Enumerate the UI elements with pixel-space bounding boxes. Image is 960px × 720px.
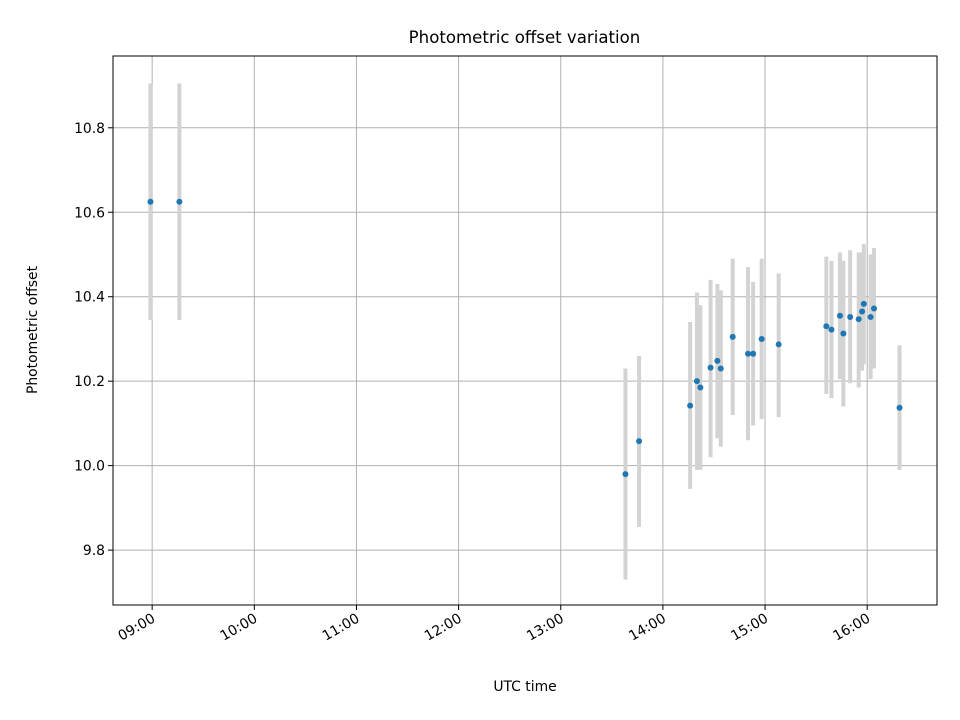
data-point xyxy=(859,308,866,315)
x-tick-label: 16:00 xyxy=(831,611,874,645)
data-point xyxy=(860,300,867,307)
y-axis-ticks: 9.8 10.0 10.2 10.4 10.6 10.8 xyxy=(74,121,113,559)
data-point xyxy=(707,364,714,371)
data-point xyxy=(823,323,830,330)
data-point xyxy=(687,402,694,409)
data-point xyxy=(729,333,736,340)
data-point xyxy=(871,305,878,312)
y-axis-label: Photometric offset xyxy=(25,265,41,394)
data-point xyxy=(896,404,903,411)
y-tick-label: 10.0 xyxy=(74,459,105,475)
data-point xyxy=(867,313,874,320)
data-point xyxy=(176,198,183,205)
chart-title: Photometric offset variation xyxy=(409,28,641,47)
data-point xyxy=(714,357,721,364)
y-tick-label: 10.4 xyxy=(74,290,105,306)
data-points xyxy=(147,198,903,478)
x-tick-label: 14:00 xyxy=(626,611,669,645)
data-point xyxy=(147,198,154,205)
y-tick-label: 10.6 xyxy=(74,205,105,221)
data-point xyxy=(758,335,765,342)
x-axis-label: UTC time xyxy=(493,679,556,695)
x-tick-label: 12:00 xyxy=(422,611,465,645)
y-tick-label: 9.8 xyxy=(83,543,105,559)
data-point xyxy=(836,312,843,319)
data-point xyxy=(840,330,847,337)
data-point xyxy=(693,378,700,385)
data-point xyxy=(775,341,782,348)
data-point xyxy=(855,316,862,323)
data-point xyxy=(847,313,854,320)
x-tick-label: 13:00 xyxy=(524,611,567,645)
data-point xyxy=(750,350,757,357)
x-tick-label: 10:00 xyxy=(218,611,261,645)
data-point xyxy=(717,365,724,372)
data-point xyxy=(745,350,752,357)
x-tick-label: 09:00 xyxy=(115,611,158,645)
data-point xyxy=(697,384,704,391)
x-tick-label: 11:00 xyxy=(320,611,363,645)
y-tick-label: 10.2 xyxy=(74,374,105,390)
data-point xyxy=(636,438,643,445)
data-point xyxy=(828,326,835,333)
data-point xyxy=(622,471,629,478)
error-bars xyxy=(148,83,902,580)
x-tick-label: 15:00 xyxy=(728,611,771,645)
grid-lines xyxy=(113,56,937,605)
x-axis-ticks: 09:00 10:00 11:00 12:00 13:00 14:00 15:00 16:00 xyxy=(115,605,873,644)
y-tick-label: 10.8 xyxy=(74,121,105,137)
plot-frame xyxy=(112,55,938,606)
